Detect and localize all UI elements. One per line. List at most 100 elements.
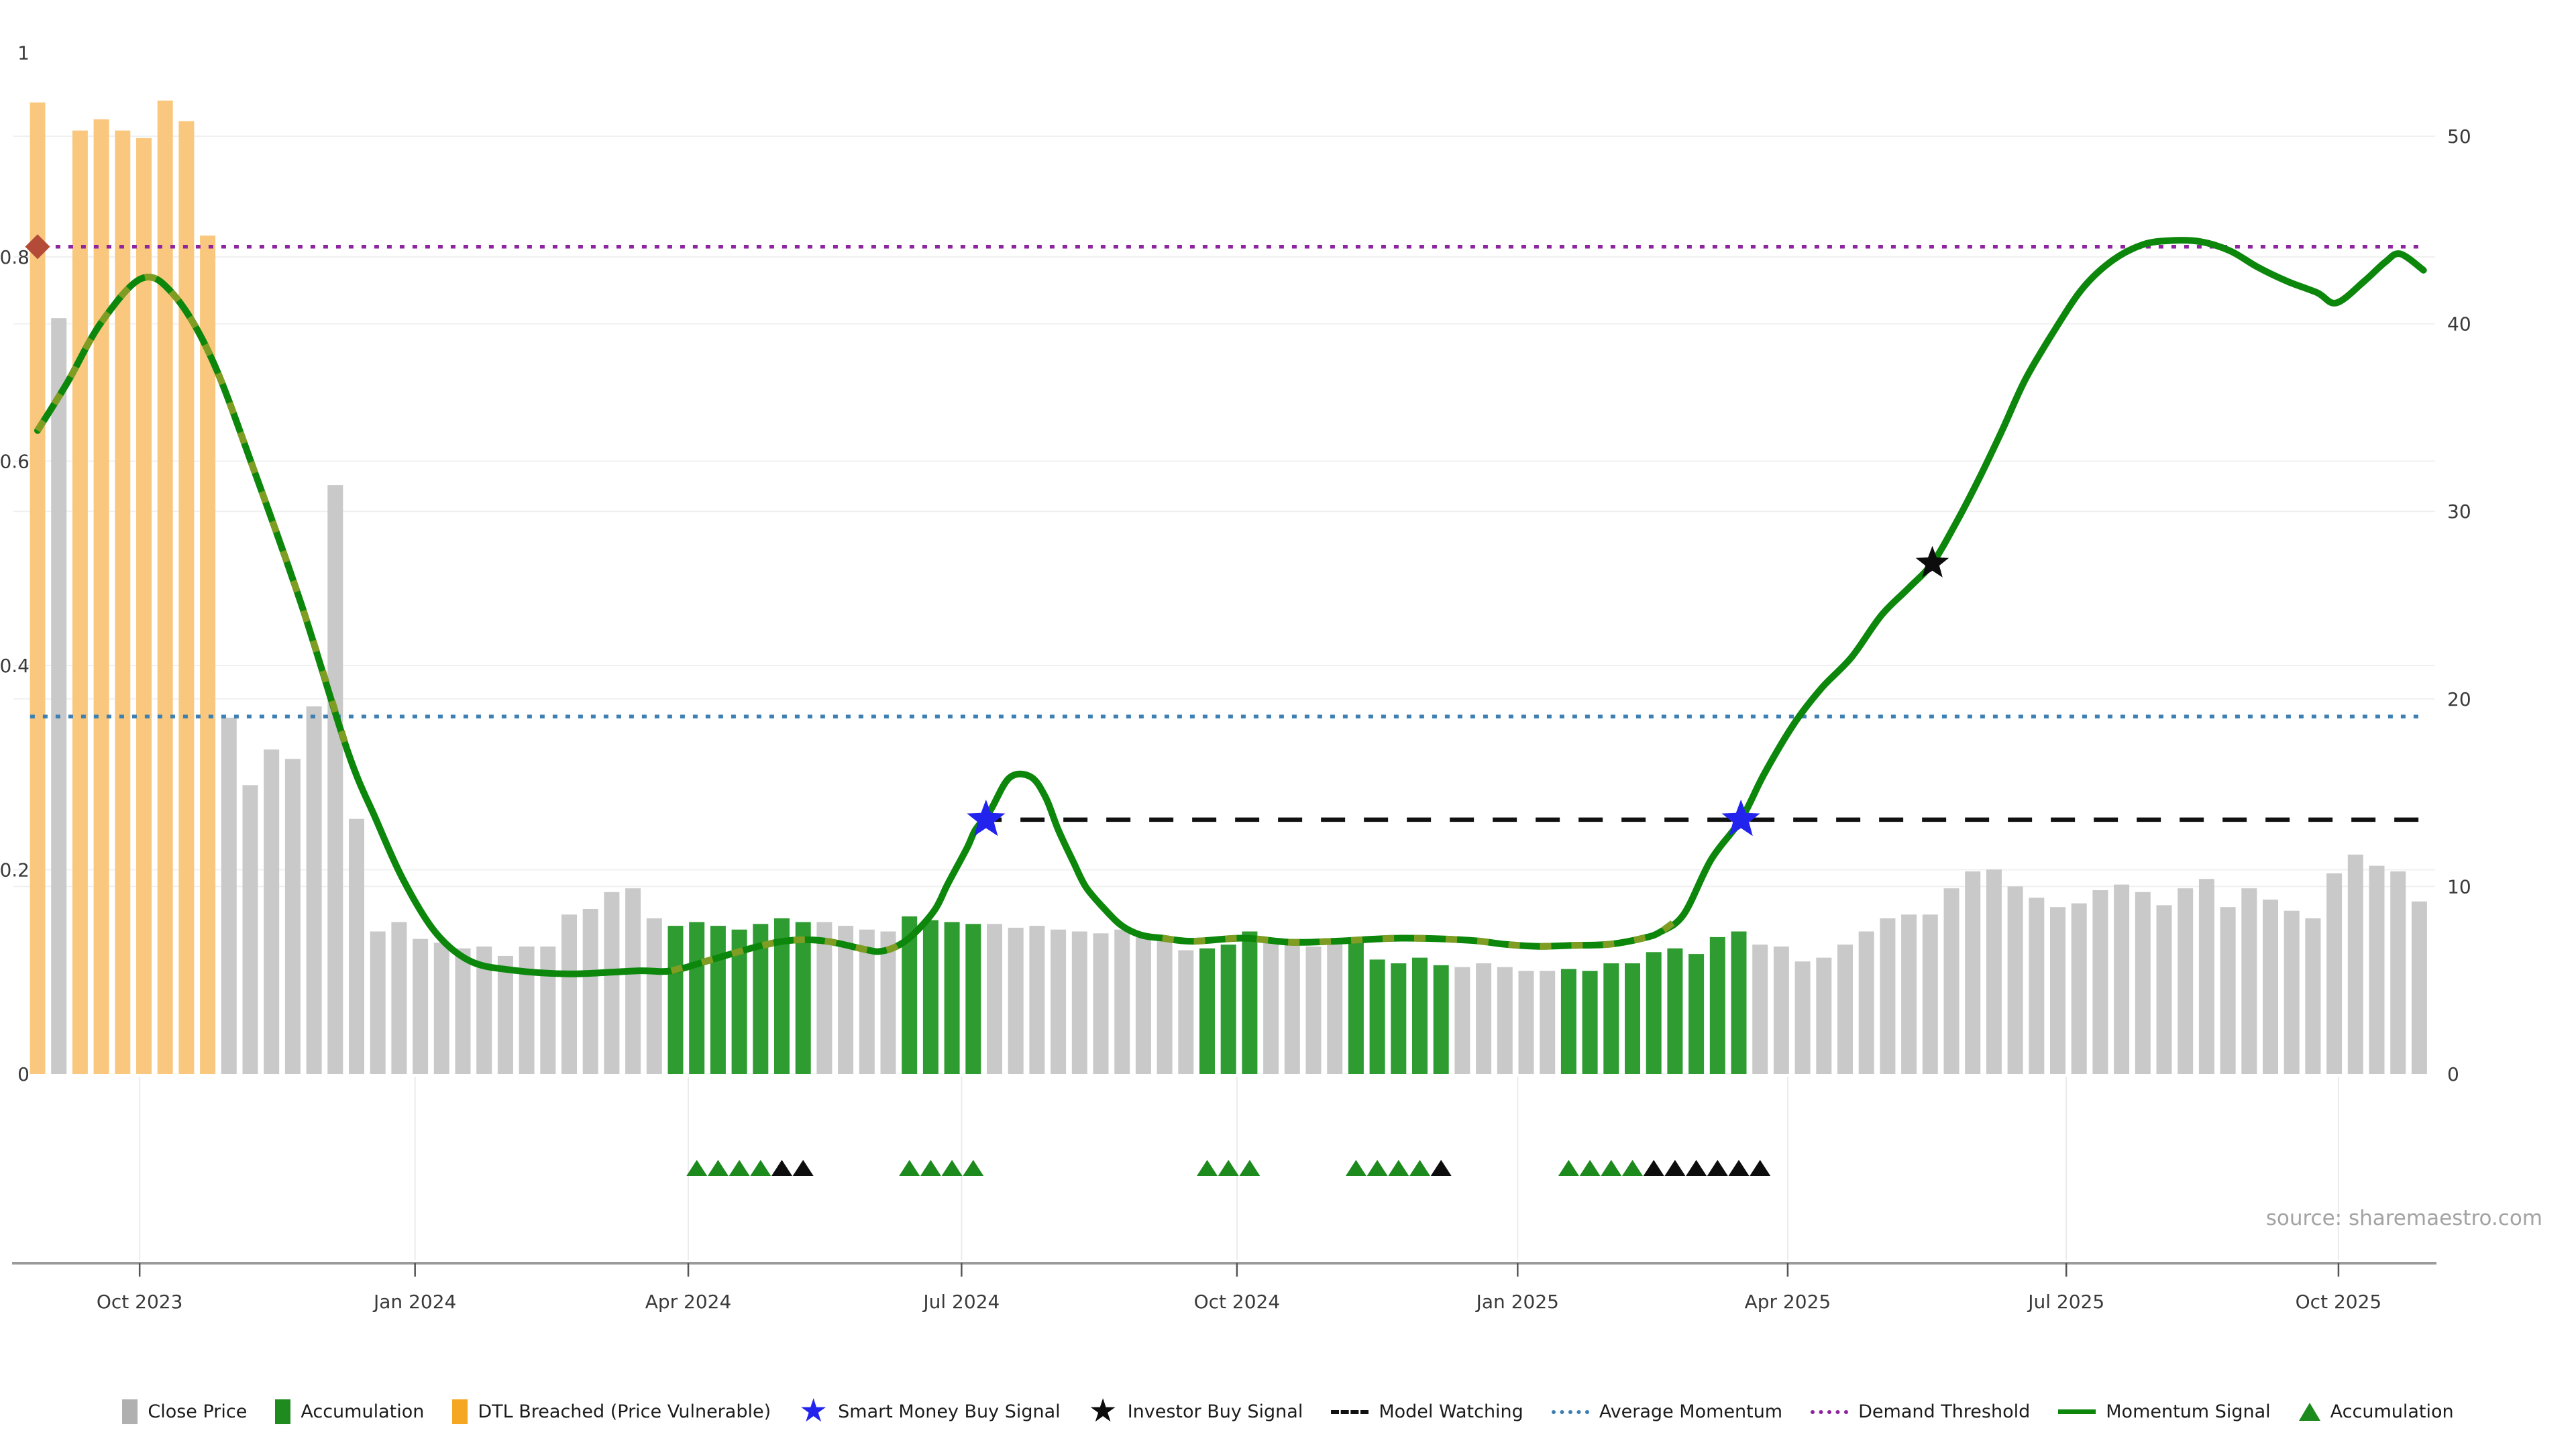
close-price-bar — [1752, 945, 1768, 1074]
accumulation-marker — [963, 1160, 984, 1176]
x-tick-label: Apr 2024 — [645, 1291, 732, 1313]
x-tick-label: Oct 2024 — [1194, 1291, 1281, 1313]
close-price-bar — [1794, 961, 1811, 1074]
smart-money-buy-signal-star — [967, 799, 1006, 837]
close-price-bar — [2071, 903, 2087, 1074]
accumulation-marker — [1622, 1160, 1643, 1176]
close-price-bar — [2326, 873, 2343, 1074]
smart-money-buy-signal-star — [1721, 799, 1760, 837]
close-price-bar — [1497, 967, 1513, 1074]
source-note: source: sharemaestro.com — [2265, 1206, 2542, 1230]
close-price-bar — [2198, 879, 2214, 1074]
accumulation-bar — [1220, 945, 1236, 1074]
accumulation-bar — [1433, 965, 1449, 1074]
close-price-bar — [1263, 941, 1279, 1074]
accumulation-marker — [1601, 1160, 1622, 1176]
close-price-bar — [2284, 910, 2300, 1074]
close-price-bar — [497, 955, 513, 1074]
accumulation-bar — [1646, 952, 1662, 1074]
y-left-tick-label: 0.6 — [0, 451, 30, 473]
legend-item-label: Accumulation — [301, 1401, 425, 1422]
y-right-tick-label: 10 — [2447, 875, 2471, 898]
accumulation-bar — [753, 924, 769, 1074]
investor-buy-signal-star — [1915, 545, 1949, 578]
legend-item-demand-threshold: Demand Threshold — [1811, 1401, 2030, 1422]
close-price-bar — [2178, 888, 2194, 1074]
legend-item-label: Accumulation — [2330, 1401, 2454, 1422]
accumulation-marker — [1579, 1160, 1601, 1176]
close-price-bar — [2029, 898, 2045, 1074]
close-price-bar — [859, 929, 875, 1074]
accumulation-bar — [667, 926, 684, 1074]
y-left-tick-label: 1 — [17, 42, 30, 64]
legend-item-label: Investor Buy Signal — [1127, 1401, 1303, 1422]
accumulation-marker — [941, 1160, 963, 1176]
close-price-bar — [987, 924, 1002, 1074]
accumulation-marker — [750, 1160, 771, 1176]
close-price-bar — [880, 931, 896, 1074]
legend-star-icon: ★ — [1088, 1391, 1118, 1430]
close-price-bar — [2220, 907, 2236, 1074]
accumulation-bar — [795, 922, 811, 1074]
close-price-bar — [242, 785, 258, 1074]
close-price-bar — [284, 759, 301, 1074]
accumulation-bar — [1412, 957, 1428, 1074]
close-price-bar — [1858, 931, 1874, 1074]
x-tick-label: Jul 2025 — [2027, 1291, 2104, 1313]
close-price-bar — [1943, 888, 1960, 1074]
legend-item-momentum-signal: Momentum Signal — [2058, 1401, 2271, 1422]
chart-legend: Close Price Accumulation DTL Breached (Pri… — [0, 1391, 2576, 1430]
close-price-bar — [221, 717, 237, 1074]
accumulation-bar — [1391, 963, 1407, 1074]
legend-item-label: DTL Breached (Price Vulnerable) — [478, 1401, 771, 1422]
accumulation-bar — [689, 922, 705, 1074]
close-price-bar — [327, 485, 343, 1074]
accumulation-bar — [965, 924, 981, 1074]
dtl-breached-bar — [93, 119, 109, 1074]
legend-item-label: Smart Money Buy Signal — [838, 1401, 1061, 1422]
close-price-bar — [816, 922, 833, 1074]
close-price-bar — [1135, 935, 1151, 1074]
accumulation-bar — [731, 929, 747, 1074]
accumulation-marker — [1409, 1160, 1430, 1176]
close-price-bar — [625, 888, 641, 1074]
close-price-bar — [2241, 888, 2257, 1074]
close-price-bar — [1071, 931, 1087, 1074]
legend-swatch-square — [452, 1399, 468, 1424]
legend-line-icon — [2058, 1409, 2096, 1414]
legend-item-investor-buy-signal: ★ Investor Buy Signal — [1088, 1391, 1303, 1430]
accumulation-marker — [920, 1160, 941, 1176]
close-price-bar — [1986, 869, 2002, 1074]
accumulation-marker — [1197, 1160, 1218, 1176]
accumulation-marker — [1707, 1160, 1728, 1176]
legend-dashed-line-icon — [1331, 1409, 1369, 1414]
close-price-bar — [1327, 943, 1343, 1074]
close-price-bar — [1965, 871, 1981, 1074]
y-left-tick-label: 0.2 — [0, 859, 30, 881]
close-price-bar — [2369, 865, 2385, 1074]
close-price-bar — [2305, 918, 2321, 1074]
accumulation-bar — [1667, 948, 1683, 1074]
close-price-bar — [1540, 971, 1556, 1074]
accumulation-marker — [792, 1160, 814, 1176]
dtl-breached-bar — [72, 130, 88, 1075]
legend-item-label: Demand Threshold — [1858, 1401, 2031, 1422]
momentum-signal-line — [34, 237, 2427, 977]
close-price-bar — [1773, 946, 1789, 1074]
accumulation-bar — [710, 926, 726, 1074]
y-right-tick-label: 40 — [2447, 313, 2471, 335]
close-price-bar — [349, 818, 364, 1074]
close-price-bar — [604, 892, 620, 1074]
accumulation-bar — [1603, 963, 1619, 1074]
close-price-bar — [1008, 927, 1024, 1074]
close-price-bar — [519, 946, 535, 1074]
close-price-bar — [1093, 933, 1109, 1074]
accumulation-bar — [774, 918, 790, 1074]
accumulation-marker — [1366, 1160, 1388, 1176]
x-tick-label: Oct 2025 — [2296, 1291, 2382, 1313]
dtl-breached-bar — [157, 100, 173, 1074]
close-price-bar — [2347, 854, 2363, 1074]
close-price-bar — [1157, 938, 1173, 1074]
accumulation-bar — [1242, 931, 1258, 1074]
